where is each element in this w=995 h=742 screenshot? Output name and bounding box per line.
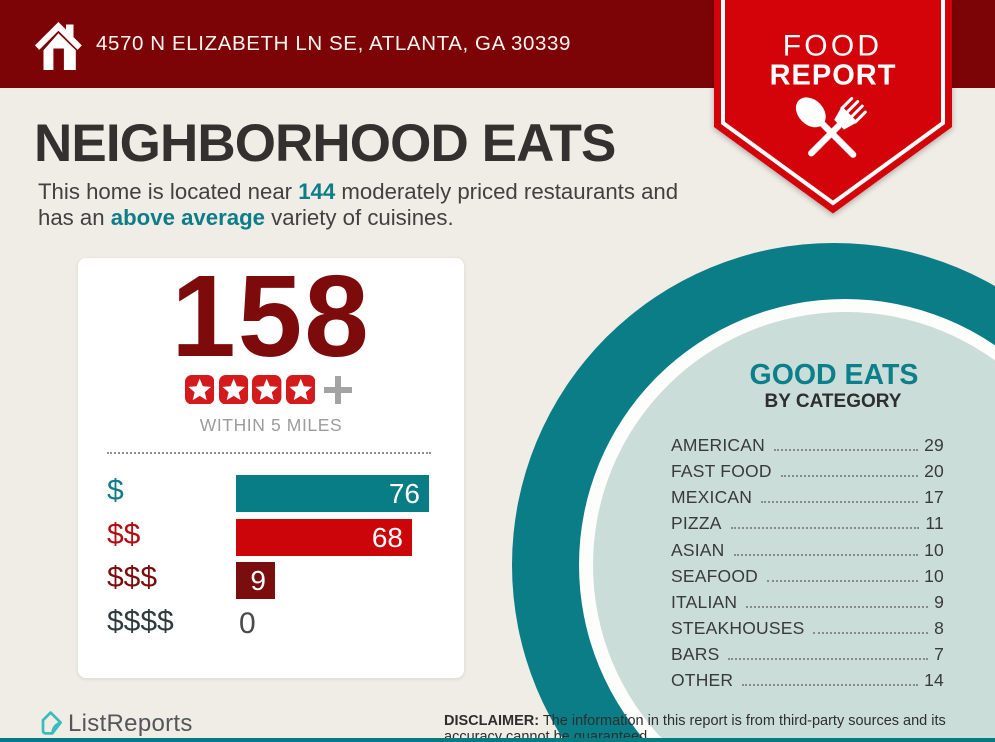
svg-text:FOOD: FOOD — [783, 30, 882, 63]
svg-text:REPORT: REPORT — [770, 60, 897, 92]
